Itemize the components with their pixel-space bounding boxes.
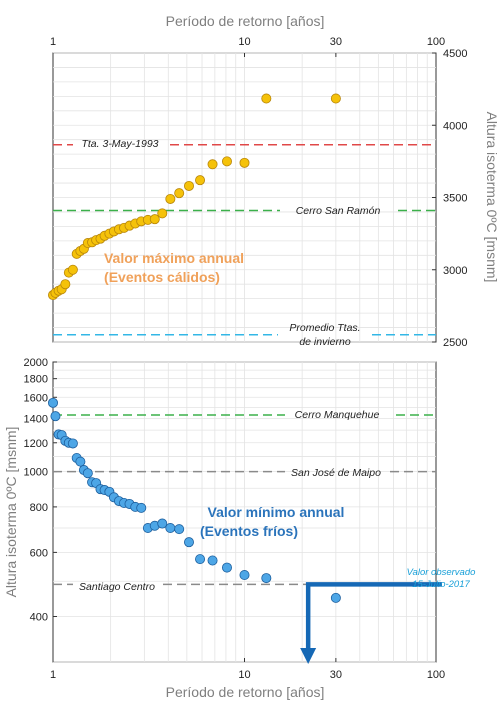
observed-label-line1: Valor observado [407,567,476,578]
cold-data-point [136,502,147,513]
top-x-ticks: 1 10 30 100 [50,36,445,57]
ref-label-cerro-san-ramon: Cerro San Ramón [296,205,381,217]
top-reference-lines [53,144,436,336]
observed-arrow-line [305,582,442,652]
bottom-y-axis-title: Altura isoterma 0ºC [msnm] [3,427,19,598]
x-tick-label: 1 [50,669,56,681]
x-tick-label: 1 [50,36,56,48]
y-tick-label: 1400 [24,413,48,425]
warm-data-point [239,157,250,168]
cold-data-point [165,523,176,534]
warm-data-point [60,279,71,290]
top-y-axis-title: Altura isoterma 0ºC [msnm] [484,112,500,283]
x-tick-label: 30 [330,36,342,48]
warm-series-label-line2: (Eventos cálidos) [104,269,220,285]
cold-events-panel: 1 10 30 100 400 600 800 1000 1200 1400 1600 1800 20… [3,357,475,700]
y-tick-label: 2000 [24,357,48,369]
cold-data-point [82,468,93,479]
cold-data-point [207,555,218,566]
bottom-data-points [48,397,341,603]
warm-data-point [330,93,341,104]
warm-data-point [221,156,232,167]
cold-series-label-line1: Valor mínimo annual [208,504,345,520]
cold-series-label-line2: (Eventos fríos) [200,523,298,539]
bottom-y-ticks: 400 600 800 1000 1200 1400 1600 1800 2000 [24,357,57,624]
bottom-x-ticks: 1 10 30 100 [50,658,445,681]
x-tick-label: 10 [238,36,250,48]
x-tick-label: 100 [427,36,445,48]
y-tick-label: 800 [30,502,48,514]
observed-arrow-head [300,648,317,664]
y-tick-label: 4000 [443,120,467,132]
ref-label-san-jose-de-maipo: San José de Maipo [291,467,381,479]
cold-data-point [48,397,59,408]
y-tick-label: 1000 [24,467,48,479]
warm-events-panel: 1 10 30 100 2500 3000 3500 4000 4500 Período de… [48,13,500,349]
ref-label-promedio-line1: Promedio Ttas. [289,322,360,334]
ref-label-tta-1993: Tta. 3-May-1993 [81,138,158,150]
warm-data-point [149,214,160,225]
x-tick-label: 30 [330,669,342,681]
ref-label-santiago-centro: Santiago Centro [79,581,155,593]
cold-data-point [195,554,206,565]
cold-data-point [183,537,194,548]
warm-data-point [261,93,272,104]
top-x-axis-title: Período de retorno [años] [166,13,325,29]
top-grid [53,52,436,343]
y-tick-label: 2500 [443,337,467,349]
warm-data-point [195,175,206,186]
bottom-x-axis-title: Período de retorno [años] [166,684,325,700]
y-tick-label: 3000 [443,265,467,277]
x-tick-label: 10 [238,669,250,681]
y-tick-label: 1600 [24,392,48,404]
warm-data-point [174,188,185,199]
y-tick-label: 1200 [24,438,48,450]
y-tick-label: 1800 [24,374,48,386]
warm-data-point [67,264,78,275]
warm-data-point [165,193,176,204]
warm-data-point [157,208,168,219]
cold-data-point [174,524,185,535]
y-tick-label: 4500 [443,48,467,60]
ref-label-promedio-line2: de invierno [299,336,351,348]
cold-data-point [261,573,272,584]
top-data-points [48,93,341,301]
warm-data-point [207,159,218,170]
cold-data-point [50,411,61,422]
warm-series-label-line1: Valor máximo annual [104,250,244,266]
cold-data-point [239,570,250,581]
cold-data-point [67,438,78,449]
x-tick-label: 100 [427,669,445,681]
y-tick-label: 600 [30,547,48,559]
top-y-ticks: 2500 3000 3500 4000 4500 [432,48,467,349]
observed-label-line2: 15-Julio-2017 [412,579,470,590]
ref-label-cerro-manquehue: Cerro Manquehue [295,409,380,421]
y-tick-label: 400 [30,612,48,624]
cold-data-point [75,456,86,467]
warm-data-point [183,180,194,191]
cold-data-point [157,518,168,529]
bottom-grid [53,361,436,663]
y-tick-label: 3500 [443,193,467,205]
observed-value-arrow [300,582,442,664]
cold-data-point [330,592,341,603]
cold-data-point [221,562,232,573]
